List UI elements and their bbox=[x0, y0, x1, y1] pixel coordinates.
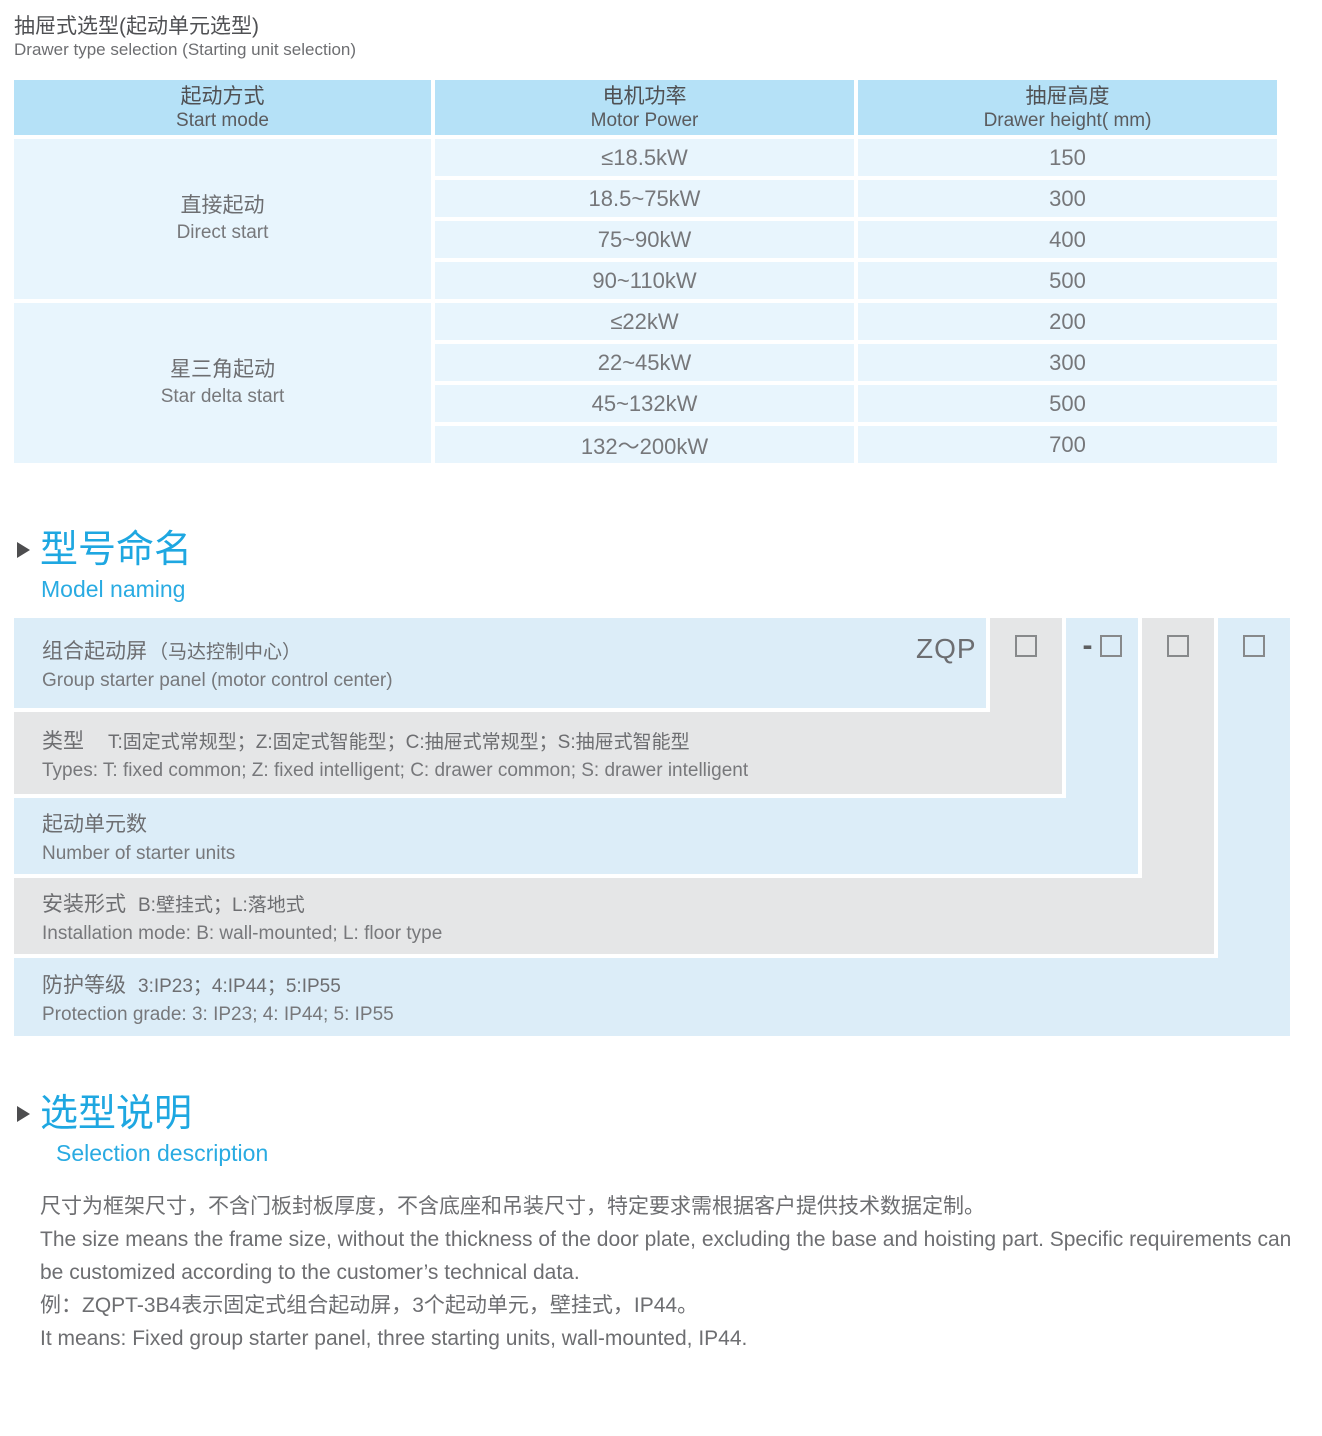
header-drawer-height-cn: 抽屉高度 bbox=[1025, 84, 1110, 108]
description-paragraph: The size means the frame size, without t… bbox=[40, 1228, 1292, 1284]
height-cell: 400 bbox=[858, 221, 1277, 258]
header-motor-power-en: Motor Power bbox=[590, 109, 699, 131]
section-arrow-icon bbox=[17, 542, 30, 558]
power-cell: ≤18.5kW bbox=[435, 139, 854, 176]
section-title-cn: 选型说明 bbox=[40, 1093, 193, 1135]
header-start-mode-en: Start mode bbox=[176, 109, 269, 131]
band-text-en: Number of starter units bbox=[42, 842, 236, 864]
section-title-en: Model naming bbox=[41, 576, 186, 602]
header-motor-power: 电机功率 Motor Power bbox=[435, 80, 854, 135]
power-cell: 45~132kW bbox=[435, 385, 854, 422]
band-text-cn: 类型 T:固定式常规型；Z:固定式智能型；C:抽屉式常规型；S:抽屉式智能型 bbox=[42, 729, 690, 753]
header-drawer-height: 抽屉高度 Drawer height( mm) bbox=[858, 80, 1277, 135]
header-start-mode-cn: 起动方式 bbox=[180, 84, 265, 108]
band-protection-grade: 防护等级 3:IP23；4:IP44；5:IP55 Protection grad… bbox=[14, 958, 1290, 1036]
power-cell: 22~45kW bbox=[435, 344, 854, 381]
table-row: 星三角起动 Star delta start ≤22kW 200 bbox=[14, 303, 1277, 463]
section-arrow-icon bbox=[17, 1106, 30, 1122]
mode-en: Star delta start bbox=[160, 386, 285, 407]
height-cell: 500 bbox=[858, 385, 1277, 422]
band-group-starter-panel: 组合起动屏 （马达控制中心） Group starter panel (motor… bbox=[14, 618, 986, 708]
mode-cell-star-delta-start: 星三角起动 Star delta start bbox=[14, 303, 431, 463]
table-row: 90~110kW 500 bbox=[14, 262, 1277, 299]
section-title-en: Selection description bbox=[56, 1140, 269, 1166]
band-text-cn: 安装形式 B:壁挂式；L:落地式 bbox=[42, 892, 305, 916]
band-installation-mode: 安装形式 B:壁挂式；L:落地式 Installation mode: B: wa… bbox=[14, 878, 1214, 954]
description-paragraph: It means: Fixed group starter panel, thr… bbox=[40, 1327, 748, 1350]
band-number-of-starter-units: 起动单元数 Number of starter units bbox=[14, 798, 1138, 874]
power-cell: ≤22kW bbox=[435, 303, 854, 340]
section-title-cn: 型号命名 bbox=[40, 529, 193, 571]
table-row: 45~132kW 500 bbox=[14, 385, 1277, 422]
mode-cn: 星三角起动 bbox=[170, 358, 275, 381]
drawer-selection-table: 起动方式 Start mode 电机功率 Motor Power 抽屉高度 Dr… bbox=[10, 76, 1281, 467]
placeholder-box-icon bbox=[1243, 635, 1265, 657]
band-text-en: Group starter panel (motor control cente… bbox=[42, 669, 393, 691]
model-naming-heading: 型号命名 Model naming bbox=[14, 528, 192, 604]
height-cell: 150 bbox=[858, 139, 1277, 176]
header-start-mode: 起动方式 Start mode bbox=[14, 80, 431, 135]
power-cell: 18.5~75kW bbox=[435, 180, 854, 217]
height-cell: 700 bbox=[858, 426, 1277, 463]
placeholder-box-icon bbox=[1099, 635, 1122, 657]
band-text-cn: 组合起动屏 （马达控制中心） bbox=[42, 639, 302, 663]
placeholder-box-icon bbox=[1015, 635, 1037, 657]
height-cell: 500 bbox=[858, 262, 1277, 299]
power-cell: 90~110kW bbox=[435, 262, 854, 299]
model-code-prefix: ZQP bbox=[916, 633, 977, 664]
description-paragraph: 尺寸为框架尺寸，不含门板封板厚度，不含底座和吊装尺寸，特定要求需根据客户提供技术… bbox=[40, 1195, 985, 1218]
description-paragraph: 例：ZQPT-3B4表示固定式组合起动屏，3个起动单元，壁挂式，IP44。 bbox=[40, 1294, 699, 1317]
height-cell: 200 bbox=[858, 303, 1277, 340]
header-drawer-height-en: Drawer height( mm) bbox=[983, 109, 1152, 131]
band-text-en: Types: T: fixed common; Z: fixed intelli… bbox=[42, 759, 749, 781]
table-row: 18.5~75kW 300 bbox=[14, 180, 1277, 217]
band-text-en: Protection grade: 3: IP23; 4: IP44; 5: I… bbox=[42, 1003, 394, 1025]
mode-cn: 直接起动 bbox=[180, 194, 265, 217]
page-subtitle: Drawer type selection (Starting unit sel… bbox=[14, 40, 357, 59]
band-text-cn: 防护等级 3:IP23；4:IP44；5:IP55 bbox=[42, 973, 341, 997]
model-naming-diagram: - 组合起动屏 （马达控制中心） Group starter panel (mot… bbox=[0, 618, 1322, 1036]
selection-description-heading: 选型说明 Selection description bbox=[14, 1092, 268, 1168]
code-separator-dash: - bbox=[1082, 629, 1093, 662]
height-cell: 300 bbox=[858, 344, 1277, 381]
band-text-en: Installation mode: B: wall-mounted; L: f… bbox=[42, 922, 443, 944]
power-cell: 132～200kW bbox=[435, 426, 854, 463]
mode-cell-direct-start: 直接起动 Direct start bbox=[14, 139, 431, 299]
header-motor-power-cn: 电机功率 bbox=[602, 84, 687, 108]
table-row: 75~90kW 400 bbox=[14, 221, 1277, 258]
placeholder-box-icon bbox=[1167, 635, 1189, 657]
height-cell: 300 bbox=[858, 180, 1277, 217]
table-header-row: 起动方式 Start mode 电机功率 Motor Power 抽屉高度 Dr… bbox=[14, 80, 1277, 135]
band-types: 类型 T:固定式常规型；Z:固定式智能型；C:抽屉式常规型；S:抽屉式智能型 Ty… bbox=[14, 712, 1062, 794]
table-row: 132～200kW 700 bbox=[14, 426, 1277, 463]
page-title: 抽屉式选型(起动单元选型) bbox=[14, 15, 259, 38]
power-cell: 75~90kW bbox=[435, 221, 854, 258]
selection-description-text: 尺寸为框架尺寸，不含门板封板厚度，不含底座和吊装尺寸，特定要求需根据客户提供技术… bbox=[40, 1190, 1292, 1355]
table-row: 22~45kW 300 bbox=[14, 344, 1277, 381]
table-row: 直接起动 Direct start ≤18.5kW 150 bbox=[14, 139, 1277, 299]
mode-en: Direct start bbox=[176, 222, 269, 243]
band-text-cn: 起动单元数 bbox=[42, 812, 147, 836]
